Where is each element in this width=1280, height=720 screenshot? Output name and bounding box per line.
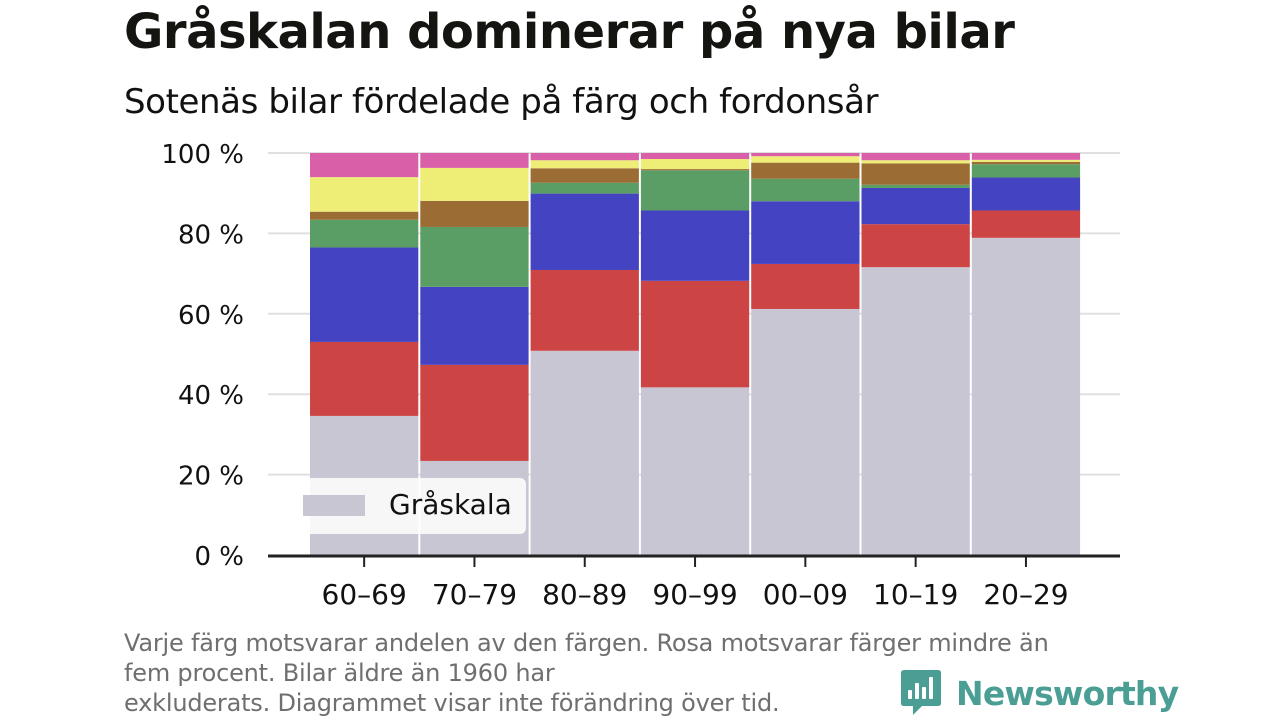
y-tick-label: 0 % [194, 542, 244, 572]
bar-segment [751, 163, 859, 179]
brand-name: Newsworthy [956, 674, 1178, 713]
bar-segment [972, 238, 1080, 555]
bar-segment [862, 160, 970, 163]
newsworthy-logo: Newsworthy [900, 668, 1178, 718]
bar-segment [641, 153, 749, 159]
bar-segment [862, 185, 970, 188]
bar-segment [531, 153, 639, 160]
bar-segment [531, 194, 639, 270]
newsworthy-chart-bubble-icon [900, 668, 942, 718]
x-tick-label: 00–09 [763, 578, 848, 611]
bar-segment [972, 162, 1080, 164]
bar-segment [751, 264, 859, 309]
bar-segment [751, 153, 859, 156]
footnote-line-1: Varje färg motsvarar andelen av den färg… [124, 628, 1134, 658]
bar-segment [420, 365, 528, 461]
legend: Gråskala [290, 478, 526, 534]
legend-swatch-graskala [303, 495, 365, 516]
bar-segment [751, 309, 859, 555]
y-axis-ticks: 0 % 20 % 40 % 60 % 80 % 100 % [161, 140, 244, 572]
bar-segment [972, 210, 1080, 237]
bar-segment [641, 210, 749, 280]
bar-segment [862, 153, 970, 160]
x-axis-ticks: 60–69 70–79 80–89 90–99 00–09 10–19 20–29 [322, 557, 1069, 611]
bar-segment [641, 281, 749, 388]
x-tick-label: 20–29 [983, 578, 1068, 611]
bar-segment [310, 247, 418, 341]
y-tick-label: 60 % [178, 301, 244, 331]
bar-segment [751, 201, 859, 264]
x-tick-label: 90–99 [652, 578, 737, 611]
x-tick-label: 60–69 [322, 578, 407, 611]
x-tick-label: 10–19 [873, 578, 958, 611]
bar-segment [751, 179, 859, 202]
y-tick-label: 40 % [178, 381, 244, 411]
bar-segment [972, 160, 1080, 162]
bar-segment [972, 178, 1080, 211]
bar-segment [420, 201, 528, 227]
y-tick-label: 20 % [178, 462, 244, 492]
bar-segment [420, 153, 528, 168]
bar-segment [641, 159, 749, 169]
stacked-bar-chart: 0 % 20 % 40 % 60 % 80 % 100 % 60–69 70–79 80–89… [0, 0, 1280, 625]
bar-segment [751, 156, 859, 162]
bar-segment [531, 270, 639, 351]
bar-segment [862, 163, 970, 184]
bar-segment [310, 153, 418, 177]
x-tick-label: 70–79 [432, 578, 517, 611]
legend-label-graskala: Gråskala [389, 488, 512, 521]
y-tick-label: 80 % [178, 220, 244, 250]
bar-segment [972, 153, 1080, 160]
bar-segment [420, 287, 528, 365]
bar-segment [420, 227, 528, 287]
bar-segment [862, 188, 970, 224]
bar-segment [310, 342, 418, 416]
bar-segment [310, 212, 418, 220]
bar-segment [310, 177, 418, 212]
bar-segment [531, 160, 639, 168]
bar-segment [972, 164, 1080, 177]
bar-segment [531, 351, 639, 555]
bar-segment [531, 168, 639, 182]
bar-segment [641, 387, 749, 555]
bar-segment [641, 169, 749, 170]
bar-segment [310, 220, 418, 248]
x-tick-label: 80–89 [542, 578, 627, 611]
bar-segment [420, 168, 528, 201]
bar-segment [531, 183, 639, 194]
bar-segment [641, 170, 749, 210]
bar-segment [862, 224, 970, 267]
y-tick-label: 100 % [161, 140, 244, 170]
bar-segment [862, 267, 970, 555]
